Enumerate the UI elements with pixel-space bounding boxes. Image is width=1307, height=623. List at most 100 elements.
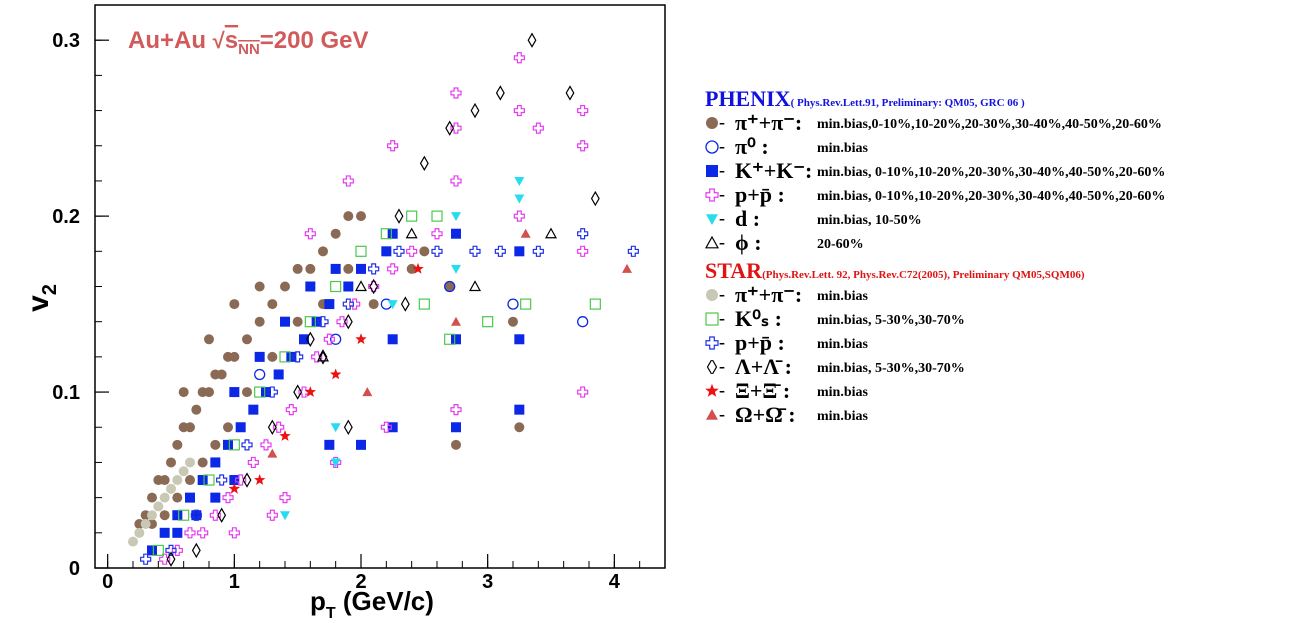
kaon-point — [248, 404, 259, 415]
pi_star-point — [128, 536, 138, 547]
kaon-point — [159, 527, 170, 538]
pi_phenix-point — [204, 387, 214, 398]
legend-marker-shape — [706, 117, 718, 129]
pi_phenix-point — [159, 510, 170, 521]
proton-point — [577, 104, 589, 117]
series-phi — [316, 227, 558, 362]
legend-description: min.bias, 5-30%,30-70% — [817, 313, 965, 328]
k0s-point — [254, 386, 266, 398]
p_star-point — [292, 351, 304, 363]
phenix-legend-entries: - π⁺+π⁻: min.bias,0-10%,10-20%,20-30%,30-4… — [705, 110, 1305, 256]
pi_phenix-point — [267, 299, 278, 310]
kaon-point — [172, 527, 183, 538]
proton-point — [197, 527, 209, 539]
proton-point — [159, 553, 171, 565]
proton-point — [209, 509, 221, 521]
pi_phenix-point — [229, 299, 240, 310]
proton-point — [311, 351, 323, 363]
proton-point — [513, 52, 525, 64]
k0s-point — [444, 333, 456, 345]
kaon-point — [210, 457, 221, 468]
proton-point — [222, 492, 234, 504]
lambda-point — [267, 419, 277, 435]
legend-description: min.bias, 10-50% — [817, 213, 922, 228]
kaon-point — [451, 334, 461, 345]
lambda-point — [369, 278, 379, 295]
k0s-point — [520, 298, 532, 310]
p_star-point — [266, 386, 278, 398]
legend-entry-pi_star: - π⁺+π⁻: min.bias — [705, 282, 1305, 308]
pi_phenix-point — [172, 492, 183, 503]
omega-point — [267, 448, 278, 458]
kaon-point — [191, 510, 202, 521]
legend-description: 20-60% — [817, 237, 864, 252]
x-tick-label: 1 — [229, 571, 240, 593]
series-pi_phenix — [134, 211, 525, 530]
kaon-point — [330, 263, 341, 274]
legend-entry-pi0: - π⁰ : min.bias — [705, 134, 1305, 160]
proton-point — [342, 175, 354, 187]
proton-point — [273, 421, 285, 433]
kaon-point — [280, 316, 290, 327]
xi-point — [412, 262, 424, 274]
legend-marker-shape — [705, 336, 719, 350]
legend-marker-shape — [705, 384, 719, 397]
legend-dash: - — [719, 308, 725, 328]
phi-point — [544, 227, 558, 239]
p_star-point — [241, 439, 253, 451]
pi_phenix-point — [292, 316, 303, 327]
legend-description: min.bias — [817, 289, 868, 304]
proton-point — [577, 140, 589, 152]
kaon-point — [273, 369, 284, 380]
legend-dash: - — [719, 136, 725, 156]
phi-point — [354, 280, 368, 292]
pi0-point — [330, 333, 342, 345]
kaon-point — [324, 299, 335, 310]
omega-point — [451, 316, 461, 326]
kaon-point — [387, 422, 398, 433]
phenix-title: PHENIX — [705, 86, 791, 111]
legend-marker-shape — [706, 360, 718, 374]
pi0-point — [444, 280, 456, 293]
pi_phenix-point — [166, 457, 176, 468]
deuteron-point — [451, 212, 461, 222]
pi_phenix-point — [254, 316, 265, 327]
legend-dash: - — [719, 184, 725, 204]
lambda-point — [166, 551, 176, 567]
pi_star-point — [153, 501, 164, 512]
pi_star-point — [166, 483, 176, 494]
xi-point — [228, 482, 240, 494]
pi_phenix-point — [172, 439, 183, 450]
legend-dash: - — [719, 332, 725, 352]
p_star-point — [190, 509, 202, 521]
proton-point — [450, 175, 462, 187]
lambda-point — [305, 331, 315, 347]
kaon-point — [254, 351, 265, 362]
y-tick-label: 0.2 — [52, 206, 80, 228]
proton-point — [184, 527, 196, 539]
deuteron-point — [514, 176, 525, 186]
xi-point — [279, 430, 291, 441]
pi_phenix-point — [197, 457, 208, 468]
legend-dash: - — [719, 380, 725, 400]
k0s-point — [380, 228, 392, 240]
x-tick-label: 3 — [482, 571, 493, 593]
proton-point — [279, 492, 291, 504]
proton-point — [513, 104, 525, 117]
kaon-point — [356, 439, 366, 450]
series-k0s — [152, 210, 601, 557]
pi_phenix-point — [508, 316, 518, 327]
xi-point — [254, 474, 266, 485]
legend-marker — [706, 289, 718, 301]
kaon-point — [343, 281, 354, 292]
kaon-point — [185, 492, 195, 503]
legend-marker — [705, 140, 719, 154]
pi_phenix-point — [159, 475, 170, 486]
legend-description: min.bias, 5-30%,30-70% — [817, 361, 965, 376]
pi_phenix-point — [330, 228, 341, 239]
legend-entry-xi: - Ξ+Ξ̄ : min.bias — [705, 378, 1305, 404]
pi_phenix-point — [185, 475, 195, 486]
phi-point — [405, 227, 418, 239]
series-p_star — [140, 228, 639, 565]
legend-marker — [706, 409, 718, 420]
